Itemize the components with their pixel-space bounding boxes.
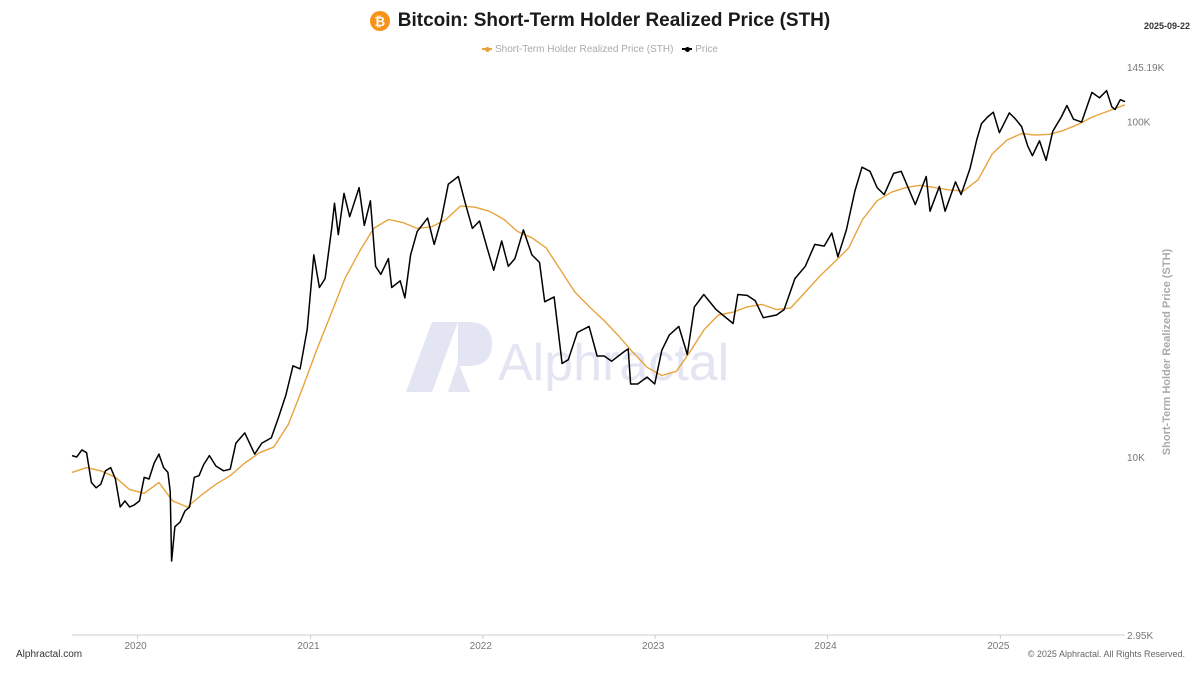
chart-header: ₿ Bitcoin: Short-Term Holder Realized Pr… bbox=[0, 10, 1200, 32]
x-tick-label: 2022 bbox=[470, 641, 493, 652]
legend-item-price[interactable]: Price bbox=[682, 44, 718, 55]
y-tick-label: 145.19K bbox=[1127, 63, 1165, 74]
alphractal-watermark: Alphractal bbox=[406, 322, 729, 392]
y-axis-label: Short-Term Holder Realized Price (STH) bbox=[1161, 248, 1173, 455]
legend-label-price: Price bbox=[695, 43, 718, 55]
x-tick-label: 2021 bbox=[297, 641, 320, 652]
y-axis-ticks: 2.95K 10K 100K 145.19K bbox=[1127, 63, 1165, 642]
y-tick-label: 10K bbox=[1127, 453, 1145, 464]
chart-title: Bitcoin: Short-Term Holder Realized Pric… bbox=[397, 10, 831, 31]
sth-realized-price-line bbox=[71, 104, 1126, 508]
watermark-text: Alphractal bbox=[498, 334, 729, 392]
legend-label-sth: Short-Term Holder Realized Price (STH) bbox=[495, 43, 674, 55]
legend-swatch-sth bbox=[482, 46, 493, 52]
legend-swatch-price bbox=[682, 46, 693, 52]
x-tick-label: 2023 bbox=[642, 641, 665, 652]
x-axis-ticks: 2020 2021 2022 2023 2024 2025 bbox=[125, 635, 1010, 652]
footer-copyright: © 2025 Alphractal. All Rights Reserved. bbox=[1027, 649, 1185, 659]
x-tick-label: 2024 bbox=[814, 641, 837, 652]
y-tick-label: 100K bbox=[1127, 117, 1151, 128]
chart-legend: Short-Term Holder Realized Price (STH) P… bbox=[0, 42, 1200, 55]
chart-title-group: ₿ Bitcoin: Short-Term Holder Realized Pr… bbox=[369, 10, 831, 32]
bitcoin-icon: ₿ bbox=[369, 11, 390, 31]
alphractal-logo-icon bbox=[406, 322, 492, 392]
price-line bbox=[71, 89, 1126, 562]
footer-site[interactable]: Alphractal.com bbox=[16, 649, 83, 660]
chart-series bbox=[71, 89, 1126, 562]
chart-date: 2025-09-22 bbox=[1143, 21, 1190, 31]
x-tick-label: 2025 bbox=[987, 641, 1010, 652]
y-tick-label: 2.95K bbox=[1127, 631, 1153, 642]
legend-item-sth[interactable]: Short-Term Holder Realized Price (STH) bbox=[482, 44, 673, 55]
x-tick-label: 2020 bbox=[125, 641, 148, 652]
